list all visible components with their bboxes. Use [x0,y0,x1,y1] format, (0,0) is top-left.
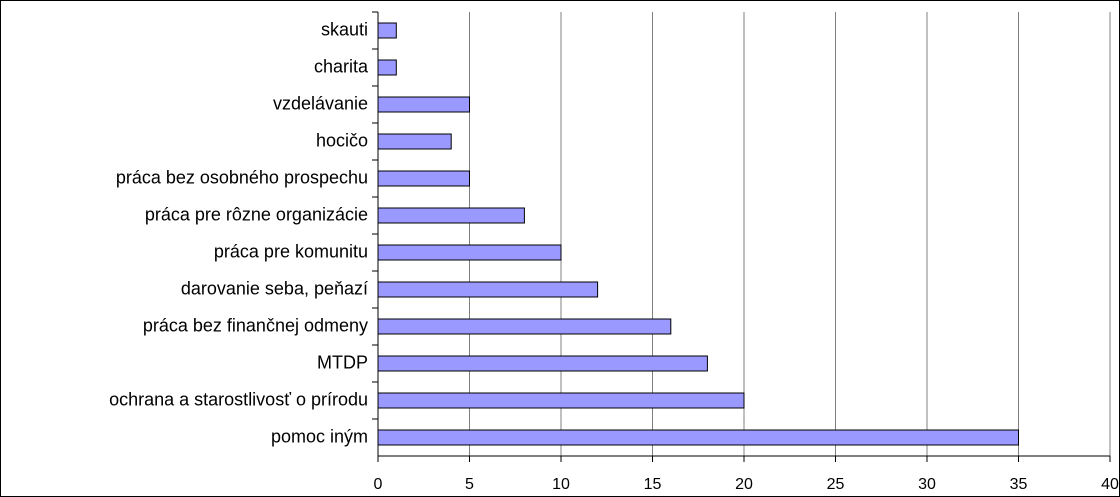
y-tick-label: charita [314,56,369,76]
y-tick-label: skauti [321,19,368,39]
bar [377,318,672,335]
x-tick-label: 30 [918,476,936,493]
x-tick-label: 5 [465,476,474,493]
y-tick-label: MTDP [317,352,368,372]
bar [377,59,397,76]
x-tick-label: 40 [1101,476,1119,493]
x-tick-label: 0 [374,476,383,493]
y-tick-label: pomoc iným [271,426,368,446]
y-tick-label: práca pre komunitu [214,241,368,261]
x-tick-label: 35 [1010,476,1028,493]
x-tick-label: 10 [552,476,570,493]
bar [377,429,1019,446]
y-tick-label: vzdelávanie [273,93,368,113]
bar [377,281,599,298]
x-tick-label: 20 [735,476,753,493]
y-tick-label: práca bez finančnej odmeny [143,315,368,335]
bar [377,392,745,409]
y-tick-label: práca bez osobného prospechu [116,167,368,187]
bar [377,133,452,150]
bar [377,170,470,187]
y-tick-label: ochrana a starostlivosť o prírodu [109,389,368,409]
bar [377,96,470,113]
x-tick-label: 25 [827,476,845,493]
bar [377,355,708,372]
y-tick-label: darovanie seba, peňazí [181,278,368,298]
y-tick-label: hocičo [316,130,368,150]
y-tick-label: práca pre rôzne organizácie [145,204,368,224]
bar [377,244,562,261]
bar [377,22,397,39]
bar [377,207,525,224]
x-tick-label: 15 [644,476,662,493]
